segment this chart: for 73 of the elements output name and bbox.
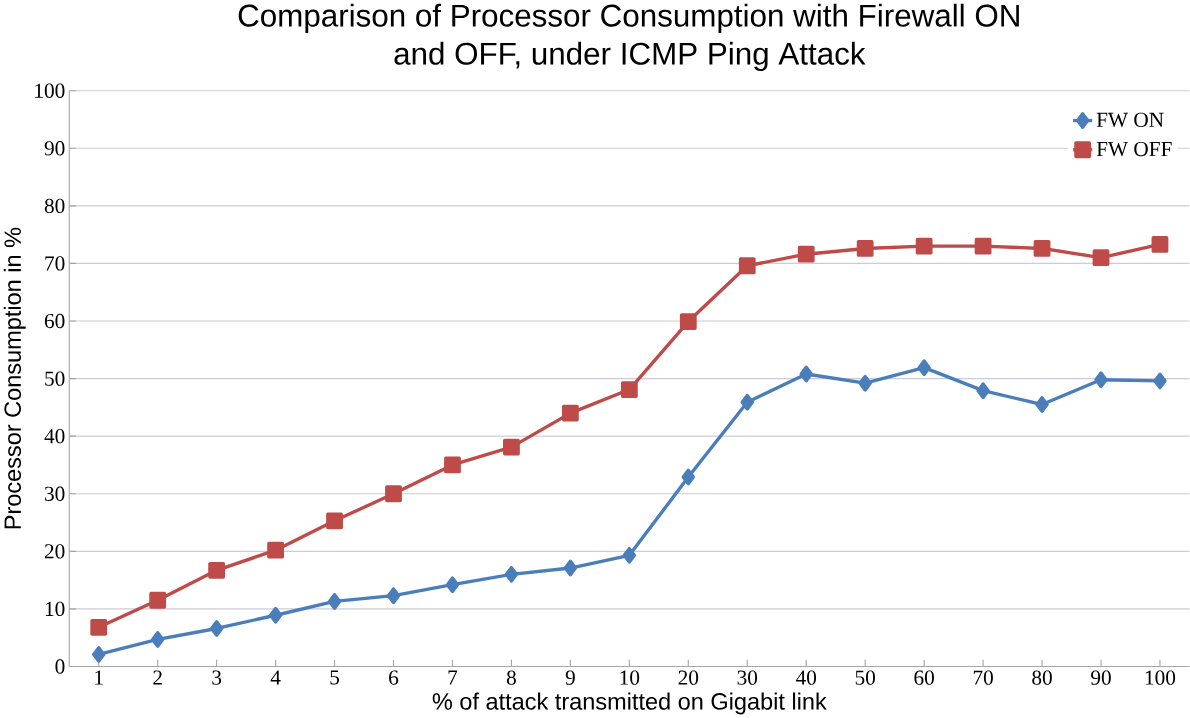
x-tick-label: 80 bbox=[1032, 670, 1052, 685]
point bbox=[974, 237, 992, 255]
point bbox=[90, 618, 108, 636]
point bbox=[503, 438, 520, 456]
point bbox=[681, 468, 696, 486]
x-tick-label: 30 bbox=[737, 670, 758, 685]
point bbox=[385, 485, 402, 503]
point bbox=[444, 456, 461, 474]
x-tick-label: 90 bbox=[1091, 670, 1111, 685]
y-tick-label: 60 bbox=[44, 313, 65, 329]
point bbox=[679, 313, 697, 330]
x-tick-label: 40 bbox=[796, 670, 817, 685]
point bbox=[1151, 235, 1169, 253]
point bbox=[1092, 249, 1110, 266]
point bbox=[917, 359, 931, 376]
point bbox=[1153, 372, 1167, 390]
point bbox=[504, 565, 519, 583]
point bbox=[1035, 396, 1049, 413]
x-tick-label: 50 bbox=[855, 670, 875, 685]
point bbox=[976, 382, 990, 399]
y-tick-label: 90 bbox=[44, 141, 65, 156]
legend-label: FW OFF bbox=[1096, 141, 1172, 157]
point bbox=[267, 541, 284, 559]
point bbox=[386, 587, 401, 604]
point bbox=[209, 620, 224, 637]
y-tick-label: 10 bbox=[45, 601, 65, 617]
point bbox=[740, 393, 754, 411]
point bbox=[326, 512, 343, 530]
point bbox=[208, 561, 226, 579]
x-tick-label: 8 bbox=[506, 670, 516, 685]
x-tick-label: 7 bbox=[448, 670, 458, 685]
y-tick-label: 50 bbox=[45, 371, 65, 386]
x-tick-label: 9 bbox=[565, 670, 575, 685]
x-axis-title: % of attack transmitted on Gigabit link bbox=[432, 692, 827, 715]
point bbox=[268, 606, 283, 624]
point bbox=[561, 404, 579, 422]
y-tick-label: 30 bbox=[45, 486, 65, 501]
y-tick-label: 40 bbox=[44, 428, 65, 444]
x-tick-label: 1 bbox=[95, 670, 103, 685]
point bbox=[622, 546, 637, 564]
point bbox=[799, 365, 813, 383]
x-tick-label: 3 bbox=[212, 670, 222, 685]
x-tick-label: 2 bbox=[153, 670, 162, 685]
y-tick-label: 100 bbox=[35, 83, 65, 98]
point bbox=[620, 381, 638, 398]
point bbox=[327, 592, 342, 610]
point bbox=[1033, 239, 1051, 257]
y-tick-label: 80 bbox=[44, 198, 65, 213]
y-tick-label: 70 bbox=[45, 256, 65, 271]
y-tick-label: 0 bbox=[55, 659, 65, 674]
point bbox=[915, 237, 933, 255]
point bbox=[858, 374, 872, 392]
point bbox=[856, 239, 874, 257]
x-tick-label: 20 bbox=[678, 670, 699, 685]
x-tick-label: 6 bbox=[389, 670, 399, 685]
point bbox=[797, 245, 815, 263]
x-tick-label: 70 bbox=[973, 670, 993, 685]
legend-label: FW ON bbox=[1096, 112, 1164, 127]
point bbox=[563, 559, 578, 577]
point bbox=[92, 645, 106, 663]
y-axis-title: Processor Consumption in % bbox=[3, 227, 26, 529]
point bbox=[149, 591, 167, 609]
point bbox=[738, 257, 756, 275]
x-tick-label: 60 bbox=[914, 670, 934, 685]
x-tick-label: 4 bbox=[270, 670, 281, 685]
x-tick-label: 5 bbox=[330, 670, 340, 685]
point bbox=[1094, 371, 1108, 389]
x-tick-label: 100 bbox=[1145, 670, 1176, 685]
y-tick-label: 20 bbox=[44, 544, 65, 559]
point bbox=[445, 576, 460, 594]
x-tick-label: 10 bbox=[620, 670, 640, 685]
point bbox=[150, 630, 165, 648]
chart-title: Comparison of Processor Consumption with Firewall ON and OFF, under ICMP Ping Attack bbox=[238, 3, 1019, 71]
